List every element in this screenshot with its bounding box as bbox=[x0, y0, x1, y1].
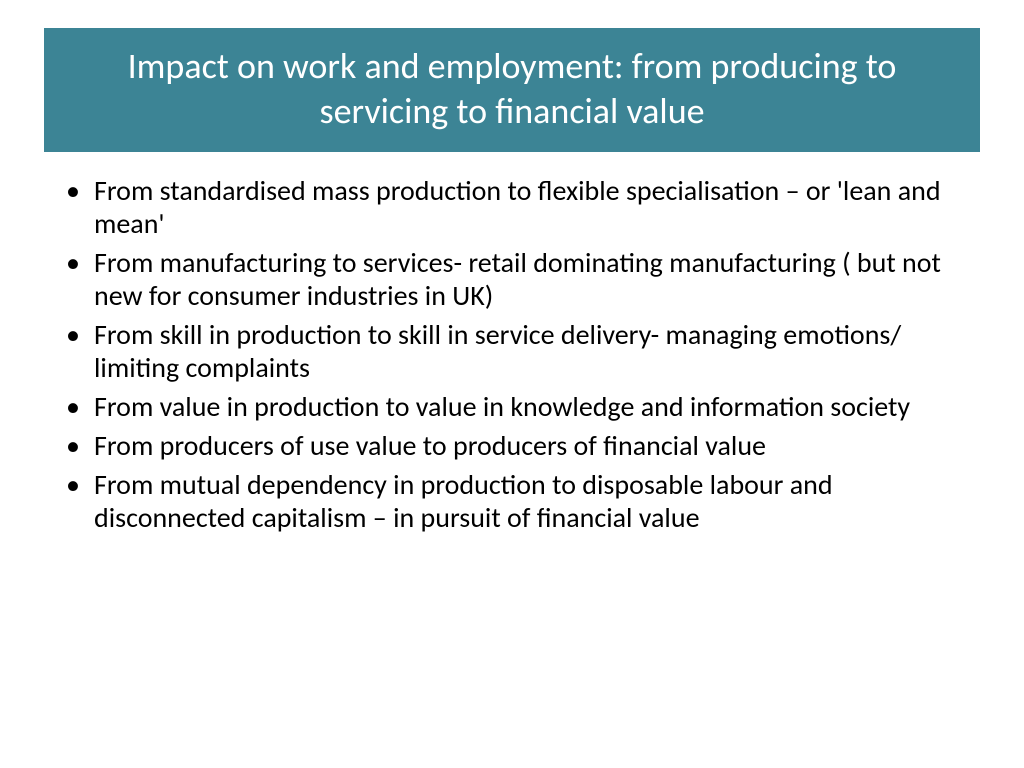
bullet-item: From skill in production to skill in ser… bbox=[52, 318, 972, 384]
bullet-item: From standardised mass production to fle… bbox=[52, 174, 972, 240]
slide-title: Impact on work and employment: from prod… bbox=[44, 28, 980, 152]
bullet-item: From manufacturing to services- retail d… bbox=[52, 246, 972, 312]
slide-container: Impact on work and employment: from prod… bbox=[0, 0, 1024, 768]
bullet-item: From mutual dependency in production to … bbox=[52, 468, 972, 534]
bullet-item: From producers of use value to producers… bbox=[52, 429, 972, 462]
bullet-list: From standardised mass production to fle… bbox=[52, 174, 972, 534]
slide-body: From standardised mass production to fle… bbox=[44, 152, 980, 534]
bullet-item: From value in production to value in kno… bbox=[52, 390, 972, 423]
